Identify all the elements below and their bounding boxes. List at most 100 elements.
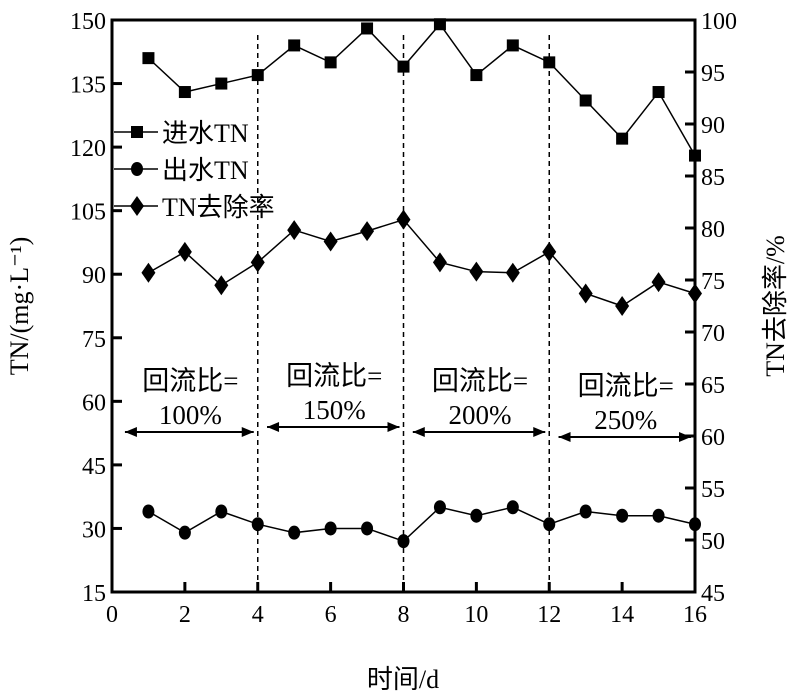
data-point-diamond <box>505 262 520 283</box>
y-right-tick-label: 100 <box>701 9 737 35</box>
y-tick-label: 45 <box>82 454 106 480</box>
data-point-circle <box>433 500 446 515</box>
y-right-tick-label: 60 <box>701 425 725 451</box>
y-right-tick-label: 45 <box>701 581 725 607</box>
y-tick-label: 15 <box>82 581 106 607</box>
phase-dividers <box>257 35 550 592</box>
data-point-diamond <box>250 252 265 273</box>
y-right-tick-label: 75 <box>701 269 725 295</box>
arrow-head-left <box>267 422 280 432</box>
y-tick-label: 105 <box>70 200 106 226</box>
data-point-diamond <box>323 231 338 252</box>
data-point-square <box>361 22 374 35</box>
y-tick-label: 90 <box>82 263 106 289</box>
x-tick-label: 2 <box>179 602 191 628</box>
data-point-circle <box>324 521 337 536</box>
y-right-tick-label: 50 <box>701 529 725 555</box>
data-point-circle <box>178 525 191 540</box>
arrow-head-left <box>124 427 137 437</box>
data-point-diamond <box>578 283 593 304</box>
data-point-diamond <box>615 296 630 316</box>
data-point-circle <box>288 525 301 540</box>
arrow-head-right <box>533 427 546 437</box>
data-point-circle <box>361 521 374 536</box>
data-point-circle <box>470 508 483 523</box>
annotation-line1: 回流比= <box>432 366 528 396</box>
data-point-circle <box>652 508 665 523</box>
data-point-square <box>251 69 264 82</box>
arrow-head-right <box>387 422 400 432</box>
data-point-square <box>142 52 155 65</box>
data-point-square <box>397 60 410 73</box>
data-point-circle <box>579 504 592 519</box>
annotation-line1: 回流比= <box>578 371 674 401</box>
data-point-square <box>506 39 519 52</box>
x-tick-label: 12 <box>537 602 561 628</box>
annotation-line1: 回流比= <box>286 361 382 391</box>
x-tick-label: 4 <box>252 602 264 628</box>
arrow-head-right <box>241 427 254 437</box>
annotation-line2: 150% <box>303 395 366 425</box>
x-tick-label: 0 <box>106 602 118 628</box>
y-right-tick-label: 80 <box>701 217 725 243</box>
series-line-diamond <box>148 218 696 307</box>
data-point-circle <box>142 504 155 519</box>
data-point-diamond <box>141 262 156 283</box>
legend-marker-diamond <box>130 196 144 216</box>
annotation-line2: 100% <box>159 400 222 430</box>
data-point-circle <box>689 517 701 532</box>
y-right-tick-label: 95 <box>701 61 725 87</box>
annotation-line2: 250% <box>594 405 657 435</box>
legend-label: 出水TN <box>162 156 249 185</box>
legend-label: TN去除率 <box>162 193 275 222</box>
y-tick-label: 30 <box>82 517 106 543</box>
y-right-tick-label: 55 <box>701 477 725 503</box>
y-right-tick-label: 85 <box>701 165 725 191</box>
series-layer <box>141 18 702 549</box>
y-tick-label: 75 <box>82 327 106 353</box>
data-point-circle <box>215 504 228 519</box>
data-point-square <box>324 56 337 69</box>
data-point-square <box>689 149 701 162</box>
y-axis-label: TN/(mg·L⁻¹) <box>5 237 34 375</box>
legend: 进水TN 出水TN TN去除率 <box>114 119 275 222</box>
series-line-circle <box>148 506 696 543</box>
x-tick-label: 6 <box>325 602 337 628</box>
x-tick-label: 10 <box>464 602 488 628</box>
data-point-square <box>652 86 665 99</box>
annotation-line2: 200% <box>449 400 512 430</box>
data-point-diamond <box>177 241 192 262</box>
data-point-circle <box>543 517 556 532</box>
legend-marker-circle <box>131 162 143 176</box>
y-tick-label: 60 <box>82 390 106 416</box>
arrow-head-left <box>558 432 571 442</box>
data-point-diamond <box>469 261 484 282</box>
data-point-circle <box>251 517 264 532</box>
data-point-circle <box>506 500 519 515</box>
data-point-square <box>288 39 301 52</box>
legend-label: 进水TN <box>162 119 249 148</box>
data-point-square <box>433 18 446 31</box>
x-tick-label: 16 <box>683 602 707 628</box>
data-point-diamond <box>287 220 302 241</box>
y-right-tick-label: 70 <box>701 321 725 347</box>
data-point-diamond <box>542 241 557 262</box>
data-point-circle <box>616 508 629 523</box>
series-line-square <box>147 23 696 156</box>
data-point-diamond <box>396 209 411 230</box>
x-tick-label: 8 <box>398 602 410 628</box>
data-point-circle <box>397 534 410 549</box>
y-right-tick-label: 90 <box>701 113 725 139</box>
data-point-square <box>579 94 592 107</box>
x-axis-label: 时间/d <box>367 665 439 694</box>
arrow-head-left <box>412 427 425 437</box>
data-point-diamond <box>360 221 375 242</box>
y-axis-right-label: TN去除率/% <box>761 235 790 377</box>
data-point-square <box>616 132 629 145</box>
data-point-square <box>543 56 556 69</box>
data-point-square <box>178 86 191 99</box>
data-point-square <box>470 69 483 82</box>
data-point-diamond <box>651 272 666 293</box>
data-point-square <box>215 77 228 90</box>
